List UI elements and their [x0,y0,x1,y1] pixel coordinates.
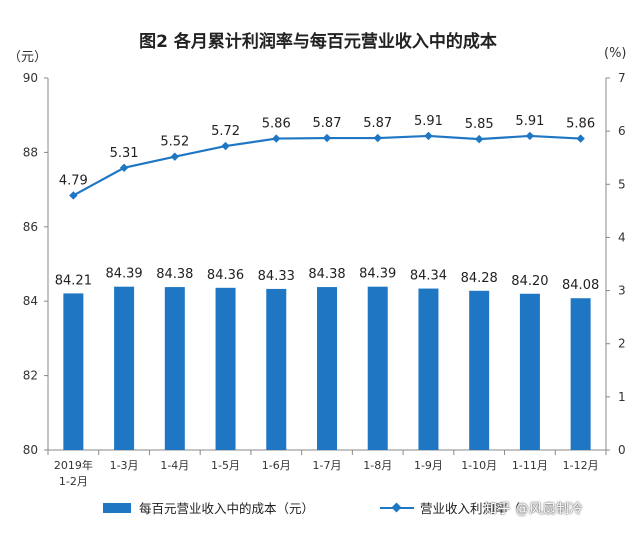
x-tick-label: 1-9月 [414,459,443,472]
x-tick-label: 1-11月 [512,459,548,472]
x-tick-label: 1-8月 [363,459,392,472]
bar-value-label: 84.28 [461,271,498,286]
line-point [221,141,230,151]
line-value-label: 5.86 [566,117,595,132]
legend-line-swatch [380,502,414,513]
bar-value-label: 84.39 [105,267,142,282]
bar [367,286,388,450]
line-point [170,152,180,161]
line-point [424,131,433,141]
line-value-label: 5.72 [211,124,240,139]
bar [519,293,540,450]
left-axis-unit: （元） [8,50,48,65]
legend-bar-swatch [103,502,131,513]
line-point [322,133,332,143]
line-series [72,134,581,197]
x-tick-label: 1-4月 [160,459,189,472]
right-axis-unit: (%) [604,46,627,61]
bar [63,293,84,450]
bar [215,287,236,450]
y-right-tick-label: 0 [618,443,626,457]
y-left-tick-label: 80 [23,443,38,457]
line-point [272,134,281,143]
bar-value-label: 84.08 [562,278,599,293]
chart-title: 图2 各月累计利润率与每百元营业收入中的成本 [139,32,497,52]
watermark: 知乎 @风扇制冷 [484,502,584,517]
x-tick-label: 1-7月 [313,459,342,472]
line-point [119,163,129,173]
legend-line-label: 营业收入利润率（ [420,501,521,516]
y-right-tick-label: 2 [618,337,626,351]
line-point [525,131,535,141]
legend-bar: 每百元营业收入中的成本（元） [103,498,314,517]
bar-value-label: 84.39 [359,267,396,282]
bar-value-label: 84.34 [410,269,447,284]
y-right-tick-label: 3 [618,284,626,298]
bar-value-label: 84.20 [511,274,548,289]
line-value-label: 5.87 [363,116,392,131]
line-value-label: 5.86 [262,117,291,132]
bar-value-label: 84.33 [258,269,295,284]
line-value-label: 4.79 [59,173,88,188]
y-right-tick-label: 5 [618,177,626,191]
y-right-tick-label: 6 [618,124,626,138]
x-tick-label: 1-12月 [563,459,599,472]
x-tick-label: 1-5月 [211,459,240,472]
x-tick-label: 1-2月 [59,475,88,488]
line-point [373,133,382,143]
line-value-label: 5.85 [465,117,494,132]
line-point [69,191,78,200]
line-point [474,134,484,144]
line-point [576,134,585,143]
x-tick-label: 1-6月 [262,459,291,472]
x-tick-label: 2019年 [54,458,93,472]
bar-value-label: 84.36 [207,268,244,283]
bar-value-label: 84.38 [156,267,193,282]
line-value-label: 5.52 [160,135,189,150]
y-left-tick-label: 82 [23,369,38,383]
x-tick-label: 1-10月 [461,459,497,472]
bar [418,288,439,450]
bar [469,290,490,450]
bar [114,286,135,450]
line-value-label: 5.91 [414,114,443,129]
line-value-label: 5.87 [313,116,342,131]
legend-line: 营业收入利润率（ [380,498,520,517]
line-value-label: 5.91 [515,114,544,129]
bar-value-label: 84.21 [55,273,92,288]
bar-value-label: 84.38 [308,267,345,282]
y-left-tick-label: 90 [23,71,38,85]
y-left-tick-label: 86 [23,220,38,234]
y-right-tick-label: 4 [618,230,626,244]
y-right-tick-label: 1 [618,390,626,404]
legend-bar-label: 每百元营业收入中的成本（元） [139,501,315,516]
bar [570,298,591,450]
y-left-tick-label: 84 [23,294,38,308]
bar [164,287,185,450]
y-left-tick-label: 88 [23,145,38,159]
bar [266,288,287,450]
y-right-tick-label: 7 [618,71,626,85]
x-tick-label: 1-3月 [110,459,139,472]
bar [317,287,337,450]
line-value-label: 5.31 [110,146,139,161]
